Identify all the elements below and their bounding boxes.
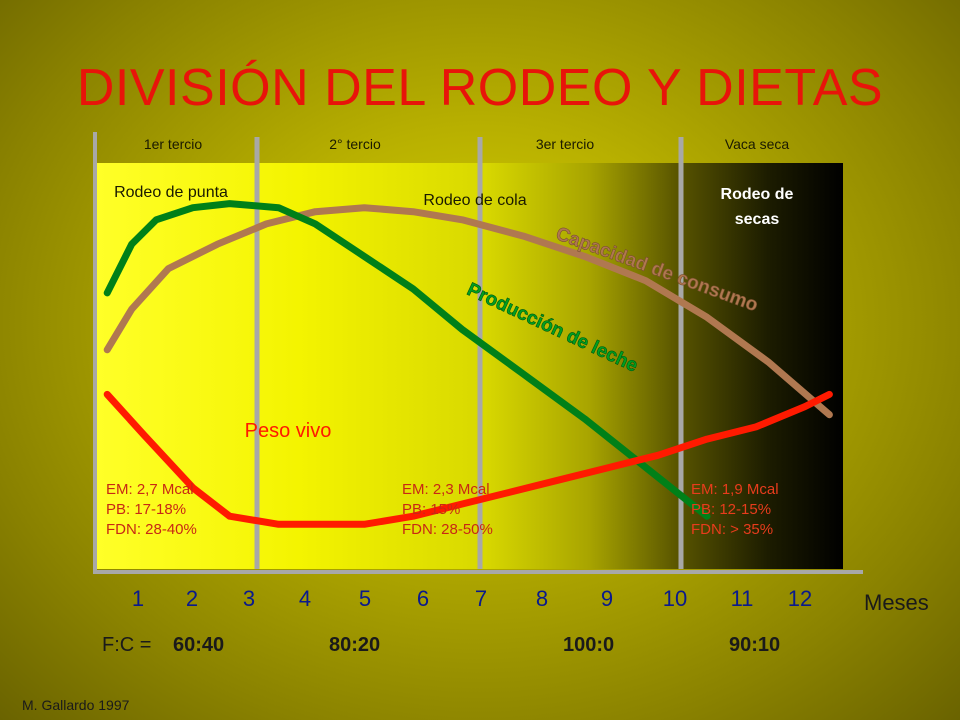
fc-ratio: 60:40 — [173, 634, 225, 656]
diet-em: EM: 2,7 Mcal — [106, 481, 194, 498]
diet-fdn: FDN: 28-50% — [402, 521, 493, 538]
month-tick-label: 1 — [131, 586, 145, 611]
diet-em: EM: 1,9 Mcal — [691, 481, 779, 498]
month-tick-label: 7 — [474, 586, 488, 611]
fc-ratio: 80:20 — [329, 634, 381, 656]
series-label-peso: Peso vivo — [245, 420, 332, 442]
month-tick-label: 10 — [662, 586, 688, 611]
phase-label-2: 2° tercio — [329, 136, 381, 152]
diet-fdn: FDN: 28-40% — [106, 521, 197, 538]
phase-label-1: 1er tercio — [143, 136, 203, 152]
group-label-secas: Rodeo de secas — [720, 186, 794, 228]
diet-block-cola: EM: 2,3 Mcal PB: 15% FDN: 28-50% — [402, 480, 493, 540]
phase-label-3: 3er tercio — [535, 136, 595, 152]
month-tick-label: 6 — [416, 586, 430, 611]
month-tick-label: 5 — [358, 586, 372, 611]
slide-title: DIVISIÓN DEL RODEO Y DIETAS — [76, 59, 884, 117]
diet-em: EM: 2,3 Mcal — [402, 481, 490, 498]
fc-ratio: 100:0 — [563, 634, 615, 656]
series-peso-vivo — [103, 390, 833, 528]
month-tick-label: 9 — [600, 586, 614, 611]
fc-ratio: 90:10 — [729, 634, 781, 656]
x-axis-label: Meses — [864, 590, 929, 615]
series-capacidad-de-consumo — [103, 204, 833, 419]
phase-label-4: Vaca seca — [724, 136, 790, 152]
diet-pb: PB: 12-15% — [691, 501, 772, 518]
diet-block-punta: EM: 2,7 Mcal PB: 17-18% FDN: 28-40% — [106, 480, 197, 540]
diet-pb: PB: 15% — [402, 501, 461, 518]
fc-prefix: F:C = — [102, 634, 152, 656]
month-tick-label: 4 — [298, 586, 312, 611]
group-label-cola: Rodeo de cola — [423, 192, 527, 209]
diet-block-secas: EM: 1,9 Mcal PB: 12-15% FDN: > 35% — [691, 480, 779, 540]
month-tick-label: 2 — [185, 586, 199, 611]
month-tick-label: 8 — [535, 586, 549, 611]
month-tick-label: 3 — [242, 586, 256, 611]
diet-fdn: FDN: > 35% — [691, 521, 774, 538]
month-tick-label: 11 — [730, 586, 754, 611]
series-produccion-de-leche — [103, 200, 711, 520]
group-label-punta: Rodeo de punta — [114, 184, 228, 201]
diet-pb: PB: 17-18% — [106, 501, 187, 518]
month-tick-label: 12 — [787, 586, 813, 611]
source-credit: M. Gallardo 1997 — [22, 697, 130, 713]
